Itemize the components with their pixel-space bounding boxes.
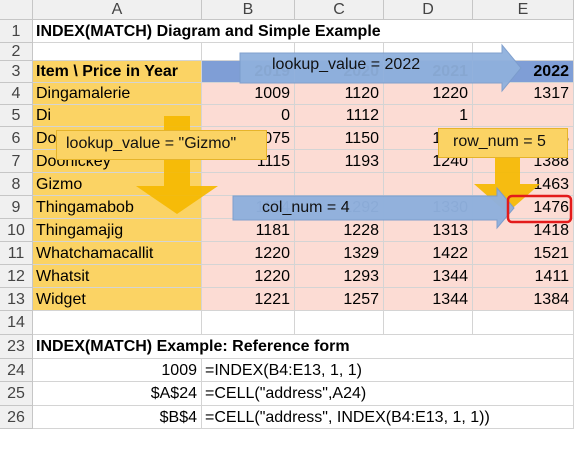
lookup-year-arrow <box>239 43 522 93</box>
cell-a2[interactable] <box>33 43 202 61</box>
cell-a13[interactable]: Widget <box>33 288 202 311</box>
cell-d11[interactable]: 1422 <box>384 242 473 265</box>
cell-c14[interactable] <box>295 311 384 335</box>
cell-a10[interactable]: Thingamajig <box>33 219 202 242</box>
row-header-13[interactable]: 13 <box>0 288 33 311</box>
column-header-a[interactable]: A <box>33 0 202 20</box>
cell-b10[interactable]: 1181 <box>202 219 295 242</box>
col-num-arrow <box>232 186 515 230</box>
col-num-label: col_num = 4 <box>262 199 350 216</box>
cell-c5[interactable]: 1112 <box>295 105 384 127</box>
cell-c4[interactable]: 1120 <box>295 83 384 105</box>
cell-d5[interactable]: 1 <box>384 105 473 127</box>
row-num-callout <box>438 128 568 158</box>
row-header-7[interactable]: 7 <box>0 150 33 173</box>
row-header-6[interactable]: 6 <box>0 127 33 150</box>
lookup-item-arrow <box>136 116 218 214</box>
lookup-item-label: lookup_value = "Gizmo" <box>66 135 237 152</box>
row-header-11[interactable]: 11 <box>0 242 33 265</box>
row-num-arrow <box>474 156 540 213</box>
row-header-9[interactable]: 9 <box>0 196 33 219</box>
cell-c13[interactable]: 1257 <box>295 288 384 311</box>
row-header-8[interactable]: 8 <box>0 173 33 196</box>
cell-b13[interactable]: 1221 <box>202 288 295 311</box>
row-header-5[interactable]: 5 <box>0 105 33 127</box>
cell-d12[interactable]: 1344 <box>384 265 473 288</box>
column-header-c[interactable]: C <box>295 0 384 20</box>
column-header-b[interactable]: B <box>202 0 295 20</box>
row-header-14[interactable]: 14 <box>0 311 33 335</box>
row-header-25[interactable]: 25 <box>0 382 33 406</box>
row-header-1[interactable]: 1 <box>0 20 33 43</box>
row-header-24[interactable]: 24 <box>0 359 33 382</box>
cell-a4[interactable]: Dingamalerie <box>33 83 202 105</box>
cell-c7[interactable]: 1193 <box>295 150 384 173</box>
cell-c10[interactable]: 1228 <box>295 219 384 242</box>
cell-c6[interactable]: 1150 <box>295 127 384 150</box>
cell-b5[interactable]: 0 <box>202 105 295 127</box>
row-header-12[interactable]: 12 <box>0 265 33 288</box>
cell-a5[interactable]: Di <box>33 105 202 127</box>
row-header-26[interactable]: 26 <box>0 406 33 429</box>
cell-c11[interactable]: 1329 <box>295 242 384 265</box>
cell-e4[interactable]: 1317 <box>473 83 574 105</box>
cell-d4[interactable]: 1220 <box>384 83 473 105</box>
row-header-3[interactable]: 3 <box>0 61 33 83</box>
result-highlight-box <box>506 194 573 224</box>
cell-b12[interactable]: 1220 <box>202 265 295 288</box>
cell-a14[interactable] <box>33 311 202 335</box>
row-header-2[interactable]: 2 <box>0 43 33 61</box>
cell-e11[interactable]: 1521 <box>473 242 574 265</box>
cell-a12[interactable]: Whatsit <box>33 265 202 288</box>
row-header-10[interactable]: 10 <box>0 219 33 242</box>
row-header-4[interactable]: 4 <box>0 83 33 105</box>
cell-a25[interactable]: $A$24 <box>33 382 202 406</box>
cell-b14[interactable] <box>202 311 295 335</box>
select-all-corner[interactable] <box>0 0 33 20</box>
cell-b4[interactable]: 1009 <box>202 83 295 105</box>
cell-d10[interactable]: 1313 <box>384 219 473 242</box>
lookup-year-label: lookup_value = 2022 <box>272 56 421 73</box>
column-header-d[interactable]: D <box>384 0 473 20</box>
cell-c12[interactable]: 1293 <box>295 265 384 288</box>
row-header-23[interactable]: 23 <box>0 335 33 359</box>
cell-b11[interactable]: 1220 <box>202 242 295 265</box>
row-num-label: row_num = 5 <box>453 133 546 150</box>
cell-a11[interactable]: Whatchamacallit <box>33 242 202 265</box>
cell-d13[interactable]: 1344 <box>384 288 473 311</box>
cell-d14[interactable] <box>384 311 473 335</box>
lookup-item-callout <box>56 130 267 160</box>
cell-a24[interactable]: 1009 <box>33 359 202 382</box>
cell-a26[interactable]: $B$4 <box>33 406 202 429</box>
cell-a3[interactable]: Item \ Price in Year <box>33 61 202 83</box>
